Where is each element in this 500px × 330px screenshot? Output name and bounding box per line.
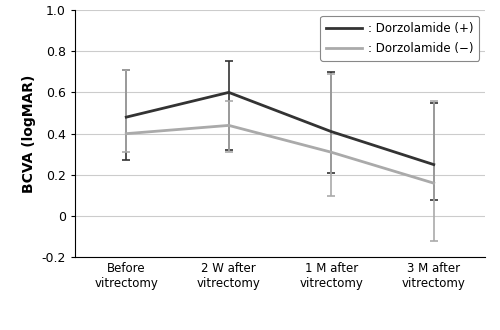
Legend: : Dorzolamide (+), : Dorzolamide (−): : Dorzolamide (+), : Dorzolamide (−) <box>320 16 479 61</box>
Y-axis label: BCVA (logMAR): BCVA (logMAR) <box>22 75 36 193</box>
